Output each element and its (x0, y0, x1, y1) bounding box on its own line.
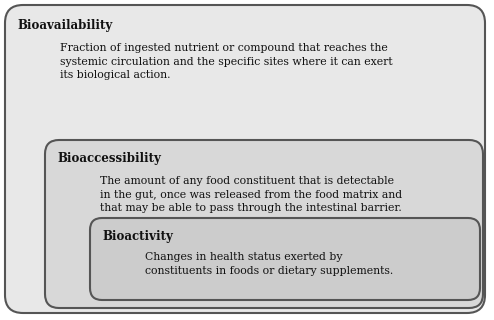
FancyBboxPatch shape (45, 140, 483, 308)
Text: Bioavailability: Bioavailability (17, 19, 112, 32)
FancyBboxPatch shape (5, 5, 485, 313)
Text: Bioactivity: Bioactivity (102, 230, 173, 243)
Text: The amount of any food constituent that is detectable
in the gut, once was relea: The amount of any food constituent that … (100, 176, 402, 213)
Text: Fraction of ingested nutrient or compound that reaches the
systemic circulation : Fraction of ingested nutrient or compoun… (60, 43, 393, 80)
Text: Bioaccessibility: Bioaccessibility (57, 152, 161, 165)
FancyBboxPatch shape (90, 218, 480, 300)
Text: Changes in health status exerted by
constituents in foods or dietary supplements: Changes in health status exerted by cons… (145, 252, 393, 276)
